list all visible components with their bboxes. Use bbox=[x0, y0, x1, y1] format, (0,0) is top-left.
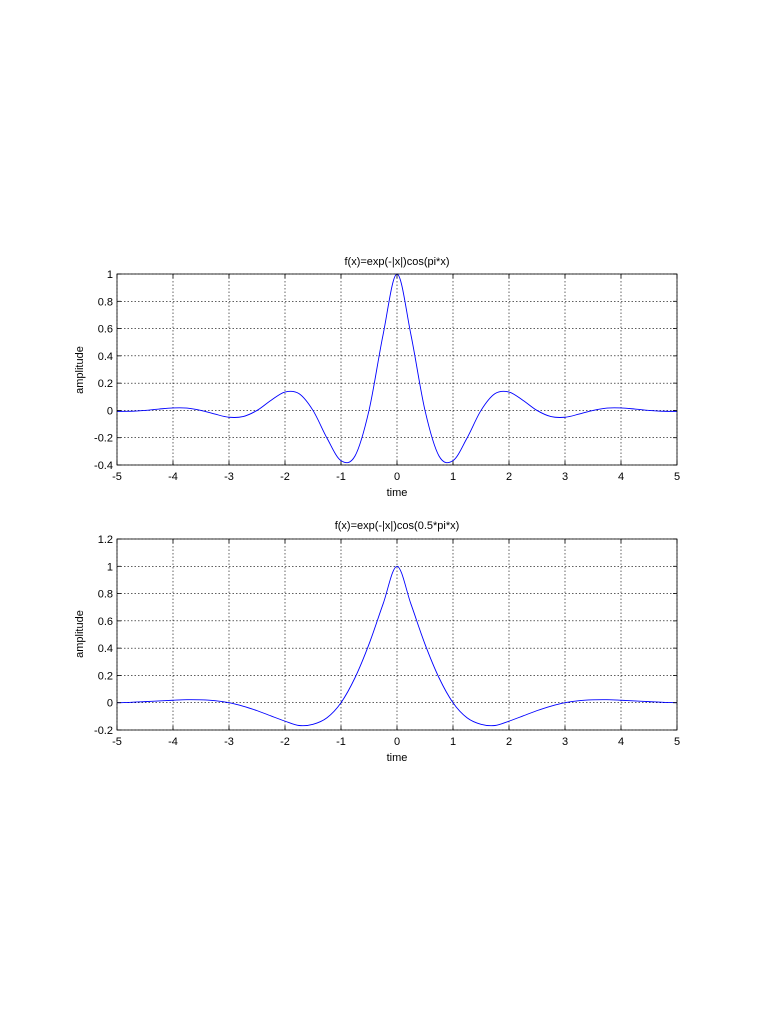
y-tick-label-2-4: 0.6 bbox=[98, 616, 113, 628]
x-tick-label-1-0: -5 bbox=[112, 471, 122, 483]
y-tick-label-1-2: 0 bbox=[107, 405, 113, 417]
series-line-2 bbox=[116, 565, 678, 727]
x-axis-label-2: time bbox=[387, 752, 408, 764]
x-tick-label-1-4: -1 bbox=[336, 471, 346, 483]
y-tick-label-1-6: 0.8 bbox=[98, 296, 113, 308]
y-tick-label-2-3: 0.4 bbox=[98, 643, 113, 655]
x-tick-label-2-9: 4 bbox=[618, 736, 624, 748]
chart-panel-1: f(x)=exp(-|x|)cos(pi*x) time amplitude -… bbox=[74, 256, 680, 499]
y-tick-label-2-6: 1 bbox=[107, 561, 113, 573]
x-tick-label-2-1: -4 bbox=[168, 736, 178, 748]
x-axis-label-1: time bbox=[387, 487, 408, 499]
x-tick-label-1-8: 3 bbox=[562, 471, 568, 483]
y-tick-label-2-1: 0 bbox=[107, 698, 113, 710]
x-tick-label-2-2: -3 bbox=[224, 736, 234, 748]
x-tick-label-1-3: -2 bbox=[280, 471, 290, 483]
x-tick-label-1-6: 1 bbox=[450, 471, 456, 483]
y-tick-label-1-7: 1 bbox=[107, 269, 113, 281]
x-tick-label-1-9: 4 bbox=[618, 471, 624, 483]
x-tick-label-1-5: 0 bbox=[394, 471, 400, 483]
x-tick-label-1-10: 5 bbox=[674, 471, 680, 483]
y-tick-label-2-0: -0.2 bbox=[94, 725, 113, 737]
y-tick-label-2-5: 0.8 bbox=[98, 589, 113, 601]
y-tick-label-1-4: 0.4 bbox=[98, 351, 113, 363]
x-tick-label-2-4: -1 bbox=[336, 736, 346, 748]
x-tick-label-2-7: 2 bbox=[506, 736, 512, 748]
y-axis-label-2: amplitude bbox=[74, 610, 86, 658]
y-tick-label-1-1: -0.2 bbox=[94, 433, 113, 445]
x-tick-label-1-2: -3 bbox=[224, 471, 234, 483]
x-tick-label-2-8: 3 bbox=[562, 736, 568, 748]
chart-title-1: f(x)=exp(-|x|)cos(pi*x) bbox=[344, 256, 449, 268]
y-tick-label-2-2: 0.2 bbox=[98, 670, 113, 682]
chart-panel-2: f(x)=exp(-|x|)cos(0.5*pi*x) time amplitu… bbox=[74, 520, 680, 764]
x-tick-label-2-0: -5 bbox=[112, 736, 122, 748]
chart-title-2: f(x)=exp(-|x|)cos(0.5*pi*x) bbox=[335, 520, 460, 532]
y-tick-label-1-0: -0.4 bbox=[94, 460, 113, 472]
x-tick-label-2-3: -2 bbox=[280, 736, 290, 748]
y-tick-label-1-5: 0.6 bbox=[98, 324, 113, 336]
x-tick-label-1-1: -4 bbox=[168, 471, 178, 483]
x-tick-label-2-5: 0 bbox=[394, 736, 400, 748]
x-tick-label-1-7: 2 bbox=[506, 471, 512, 483]
y-tick-label-2-7: 1.2 bbox=[98, 534, 113, 546]
x-tick-label-2-6: 1 bbox=[450, 736, 456, 748]
x-tick-label-2-10: 5 bbox=[674, 736, 680, 748]
y-tick-label-1-3: 0.2 bbox=[98, 378, 113, 390]
y-axis-label-1: amplitude bbox=[74, 346, 86, 394]
